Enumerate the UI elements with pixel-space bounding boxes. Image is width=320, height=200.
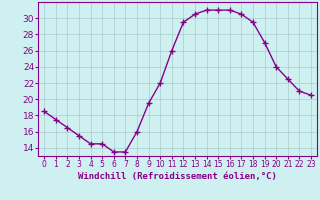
X-axis label: Windchill (Refroidissement éolien,°C): Windchill (Refroidissement éolien,°C) — [78, 172, 277, 181]
